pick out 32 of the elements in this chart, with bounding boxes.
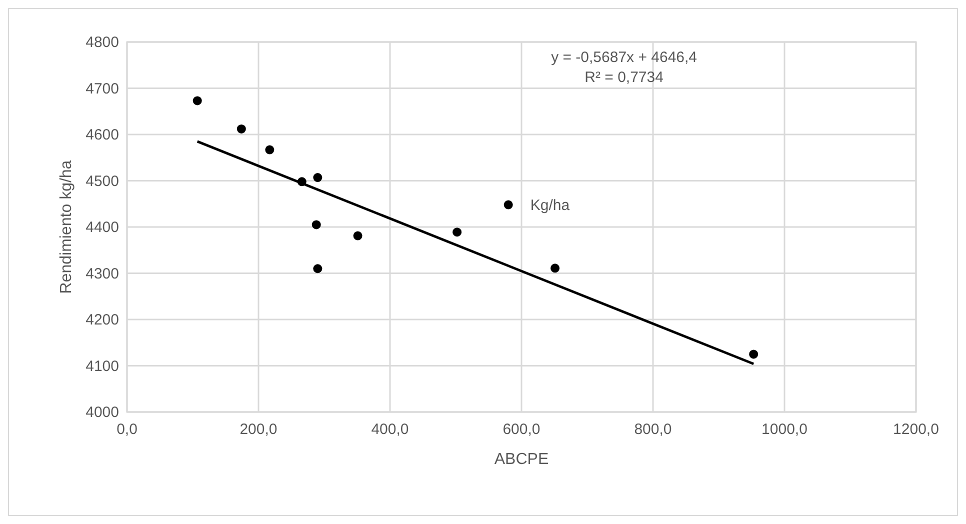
series-label: Kg/ha (530, 196, 570, 214)
point (192, 96, 202, 106)
point (353, 231, 362, 240)
annotation: y = -0,5687x + 4646,4 (551, 49, 698, 66)
point (504, 200, 513, 210)
x-tick-label: 600,0 (502, 421, 540, 438)
point (452, 228, 462, 237)
point (749, 350, 758, 359)
y-axis-title: Rendimiento kg/ha (58, 160, 75, 294)
y-tick-label: 4100 (86, 358, 119, 375)
y-tick-label: 4700 (86, 80, 119, 98)
point (312, 220, 321, 230)
y-tick-label: 4600 (86, 126, 119, 144)
x-tick-label: 1200,0 (893, 421, 939, 438)
point (313, 173, 322, 182)
x-tick-label: 0,0 (116, 421, 138, 438)
x-tick-label: 1000,0 (762, 421, 808, 438)
x-tick-label: 200,0 (240, 421, 278, 438)
y-tick-label: 4800 (86, 34, 119, 51)
y-tick-label: 4500 (86, 172, 119, 190)
point (265, 145, 274, 154)
point (313, 264, 322, 274)
y-tick-label: 4200 (86, 312, 119, 328)
y-tick-label: 4300 (86, 265, 119, 282)
y-tick-label: 4400 (86, 219, 119, 236)
x-tick-label: 400,0 (371, 421, 409, 438)
annotation: R² = 0,7734 (584, 69, 664, 86)
point (236, 124, 246, 134)
y-tick-label: 4000 (86, 404, 119, 421)
x-axis-title: ABCPE (494, 451, 549, 468)
point (550, 264, 560, 273)
x-tick-label: 800,0 (634, 421, 672, 438)
